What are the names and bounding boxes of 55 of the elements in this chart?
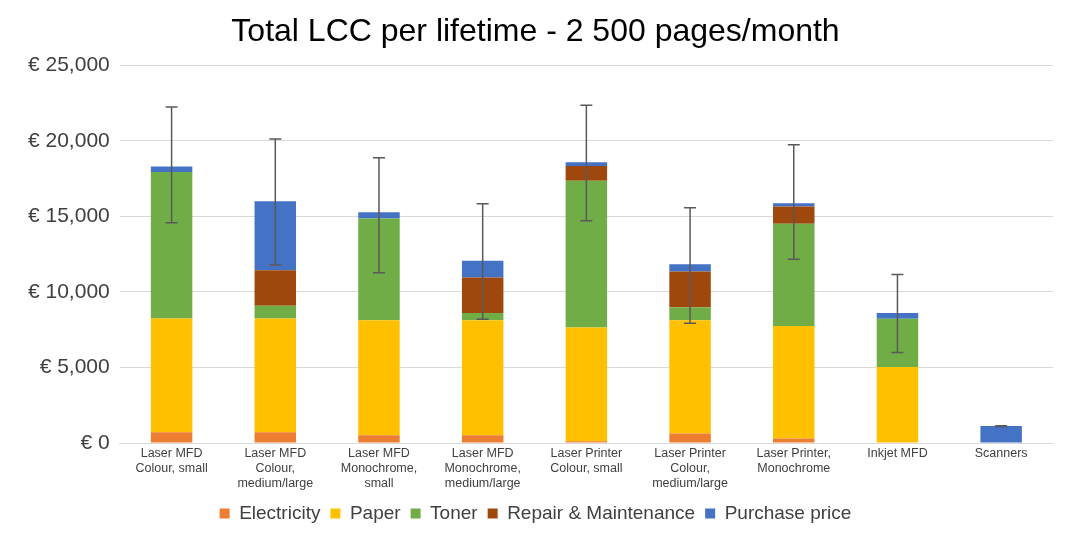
bar	[254, 305, 297, 319]
bar	[876, 367, 919, 443]
bar	[150, 171, 193, 319]
legend-label: Purchase price	[724, 501, 852, 523]
bar	[358, 218, 400, 321]
x-tick-label: Laser MFD Colour, medium/large	[237, 445, 314, 490]
y-tick-label: € 15,000	[27, 203, 110, 227]
legend-label: Paper	[349, 501, 402, 523]
bar	[565, 180, 608, 328]
bar	[773, 438, 815, 443]
bar	[254, 432, 297, 443]
x-tick-label: Laser MFD Monochrome, medium/large	[444, 445, 521, 490]
chart-title: Total LCC per lifetime - 2 500 pages/month	[231, 12, 840, 49]
y-tick-label: € 10,000	[27, 278, 110, 302]
bar	[254, 318, 297, 433]
bar	[358, 212, 400, 219]
bar	[773, 325, 815, 439]
bar	[876, 318, 919, 368]
bar	[150, 166, 193, 172]
x-tick-label: Laser MFD Colour, small	[135, 445, 208, 475]
bar	[254, 270, 297, 306]
bar	[773, 223, 815, 326]
x-tick-label: Laser Printer Colour, small	[550, 445, 623, 475]
bar	[669, 264, 711, 272]
bar	[461, 277, 504, 314]
bar	[669, 320, 711, 434]
bar	[358, 320, 400, 436]
y-tick-label: € 5,000	[39, 354, 110, 378]
bar	[461, 260, 504, 278]
y-tick-label: € 0	[80, 429, 110, 453]
bar	[669, 271, 711, 308]
bar	[565, 162, 608, 166]
y-tick-label: € 25,000	[27, 52, 110, 76]
bar	[461, 435, 504, 443]
bar	[773, 206, 815, 224]
bar	[358, 435, 400, 443]
legend-label: Toner	[430, 501, 479, 523]
x-tick-label: Laser MFD Monochrome, small	[340, 445, 418, 490]
x-tick-label: Scanners	[974, 445, 1028, 460]
bar	[150, 318, 193, 433]
bar	[565, 327, 608, 442]
x-tick-label: Laser Printer Colour, medium/large	[652, 445, 728, 490]
bar	[876, 312, 919, 319]
bar	[669, 307, 711, 321]
bar	[461, 320, 504, 436]
bar	[565, 165, 608, 181]
legend-label: Repair & Maintenance	[507, 501, 696, 523]
legend-label: Electricity	[239, 501, 321, 523]
bar	[980, 426, 1022, 443]
bar	[669, 433, 711, 443]
bar	[254, 201, 297, 271]
bar	[150, 432, 193, 443]
x-tick-label: Inkjet MFD	[867, 445, 928, 460]
x-tick-label: Laser Printer, Monochrome	[756, 445, 831, 475]
y-tick-label: € 20,000	[27, 127, 110, 151]
